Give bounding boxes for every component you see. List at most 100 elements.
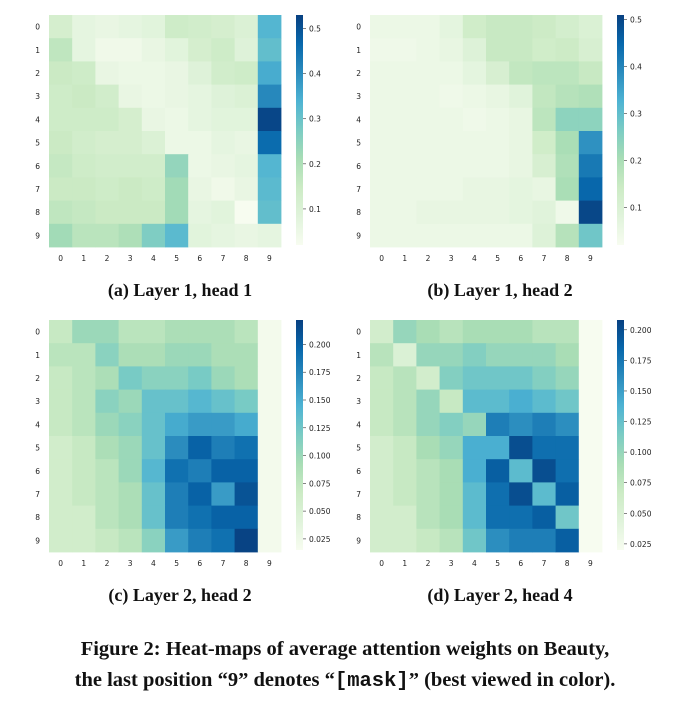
heatmap-cell [211, 343, 235, 367]
colorbar-tick-label: 0.175 [630, 356, 652, 365]
heatmap-cell [462, 389, 487, 414]
heatmap-cell [211, 412, 235, 437]
heatmap-cell [486, 154, 510, 178]
heatmap-cell [49, 223, 73, 248]
heatmap-cell [462, 61, 487, 85]
heatmap-cell [370, 459, 394, 483]
heatmap-cell [462, 412, 487, 437]
heatmap-cell [95, 38, 119, 62]
y-tick-label: 6 [35, 467, 40, 476]
heatmap-cell [49, 436, 73, 460]
heatmap-cell [393, 366, 417, 390]
heatmap-cell [118, 107, 143, 132]
y-tick-label: 1 [35, 351, 40, 360]
heatmap-cell [141, 131, 166, 155]
heatmap-cell [416, 200, 440, 225]
heatmap-cell [370, 61, 394, 85]
heatmap-cell [416, 482, 440, 506]
colorbar-tick-label: 0.1 [309, 205, 321, 214]
heatmap-cell [188, 154, 212, 178]
heatmap-cell [211, 505, 235, 530]
heatmap-cell [370, 436, 394, 460]
heatmap-cell [188, 389, 212, 414]
y-tick-label: 9 [35, 536, 40, 545]
figure-caption-line1: Figure 2: Heat-maps of average attention… [81, 638, 610, 660]
heatmap-cell [578, 528, 603, 553]
heatmap-cell [165, 61, 189, 85]
heatmap-cell [234, 223, 259, 248]
heatmap-cell [370, 320, 394, 344]
heatmap-cell [555, 528, 580, 553]
heatmap-cell [72, 223, 96, 248]
heatmap-cell [72, 131, 96, 155]
heatmap-cell [532, 177, 556, 201]
heatmap-cell [211, 366, 235, 390]
heatmap-cell [486, 436, 510, 460]
heatmap-cell [393, 154, 417, 178]
heatmap-cell [118, 177, 143, 201]
heatmap-cell [555, 505, 580, 530]
heatmap-cell [234, 15, 259, 39]
heatmap-cell [95, 84, 119, 109]
heatmap-cell [234, 84, 259, 109]
colorbar-tick-label: 0.150 [309, 396, 331, 405]
heatmap-cell [393, 131, 417, 155]
heatmap-cell [486, 528, 510, 553]
heatmap-cell [509, 107, 533, 132]
x-tick-label: 2 [105, 254, 110, 263]
y-tick-label: 6 [35, 162, 40, 171]
y-tick-label: 8 [356, 513, 361, 522]
heatmap-cell [578, 131, 603, 155]
heatmap-cell [439, 366, 464, 390]
heatmap-cell [234, 459, 259, 483]
heatmap-cell [95, 366, 119, 390]
y-tick-label: 6 [356, 162, 361, 171]
colorbar-tick-label: 0.100 [309, 452, 331, 461]
heatmap-cell [257, 343, 282, 367]
x-tick-label: 0 [58, 559, 63, 568]
x-tick-label: 2 [426, 254, 431, 263]
heatmap-cell [486, 412, 510, 437]
heatmap-cell [509, 223, 533, 248]
heatmap-cell [211, 436, 235, 460]
heatmap-cell [555, 131, 580, 155]
heatmap-cell [555, 200, 580, 225]
heatmap-cell [72, 366, 96, 390]
heatmap-cell [462, 366, 487, 390]
x-tick-label: 5 [495, 559, 500, 568]
x-tick-label: 3 [449, 254, 454, 263]
heatmap-cell [439, 200, 464, 225]
heatmap-cell [393, 107, 417, 132]
heatmap-cell [95, 200, 119, 225]
heatmap-cell [393, 482, 417, 506]
heatmap-cell [49, 482, 73, 506]
y-tick-label: 9 [35, 231, 40, 240]
x-tick-label: 5 [174, 559, 179, 568]
y-tick-label: 4 [356, 115, 361, 124]
heatmap-cell [532, 459, 556, 483]
heatmap-cell [234, 343, 259, 367]
x-tick-label: 1 [402, 559, 407, 568]
y-tick-label: 1 [356, 351, 361, 360]
heatmap-cell [49, 412, 73, 437]
heatmap-cell [188, 366, 212, 390]
subplot-caption: (b) Layer 1, head 2 [427, 280, 572, 301]
heatmap-cell [72, 154, 96, 178]
heatmap-cell [141, 154, 166, 178]
heatmap-cell [49, 459, 73, 483]
colorbar-tick-label: 0.200 [309, 340, 331, 349]
heatmap-cell [439, 528, 464, 553]
heatmap-cell [486, 84, 510, 109]
heatmap-cell [95, 528, 119, 553]
heatmap-cell [486, 131, 510, 155]
heatmap-cell [211, 107, 235, 132]
x-tick-label: 8 [565, 559, 570, 568]
heatmap-cell [439, 107, 464, 132]
colorbar-tick-label: 0.4 [309, 70, 321, 79]
heatmap-cell [578, 15, 603, 39]
y-tick-label: 1 [356, 46, 361, 55]
heatmap-cell [118, 154, 143, 178]
heatmap-cell [118, 412, 143, 437]
heatmap-cell [72, 177, 96, 201]
heatmap-cell [486, 177, 510, 201]
